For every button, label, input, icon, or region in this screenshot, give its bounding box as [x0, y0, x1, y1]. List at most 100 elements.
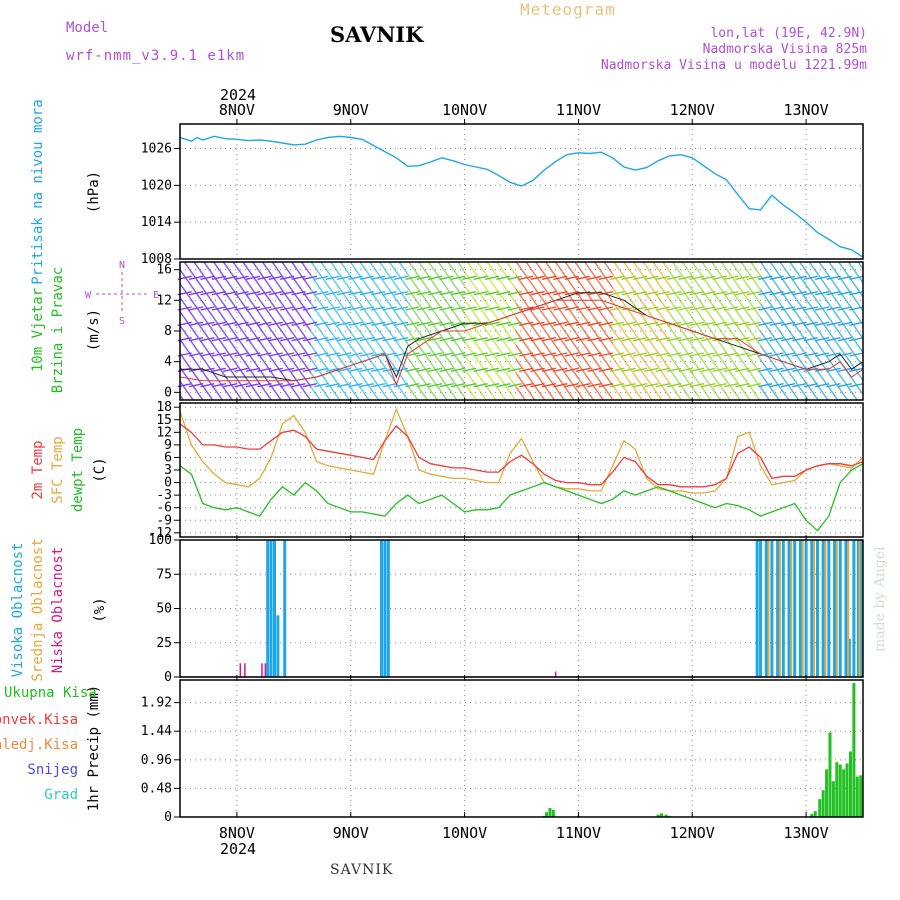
cloud-bar-high — [810, 540, 814, 677]
wind-barb — [450, 321, 466, 327]
wind-barb — [723, 352, 739, 357]
wind-barb — [530, 306, 545, 311]
wind-barb — [257, 306, 272, 311]
wind-barb — [291, 352, 306, 357]
wind-barb — [610, 321, 625, 327]
wind-barb — [701, 321, 716, 327]
wind-barb — [758, 306, 773, 311]
wind-barb — [735, 290, 750, 296]
wind-barb — [575, 382, 591, 388]
wind-barb — [712, 382, 727, 388]
wind-barb — [427, 336, 443, 342]
date-label-bottom: 12NOV — [670, 824, 715, 842]
wind-barb — [416, 306, 431, 311]
wind-barb — [211, 275, 226, 281]
wind-barb — [553, 321, 568, 327]
wind-barb — [735, 382, 750, 388]
cloud-bar-high — [269, 540, 273, 677]
station-title: SAVNIK — [330, 22, 424, 47]
wind-barb — [200, 306, 215, 311]
wind-barb — [780, 321, 796, 327]
wind-barb — [541, 382, 557, 388]
wind-barb — [837, 367, 853, 373]
precip-bar — [656, 814, 660, 817]
cloud-bar-high — [759, 540, 763, 677]
date-label-top: 12NOV — [670, 101, 715, 119]
wind-barb — [723, 306, 739, 311]
wind-barb — [473, 367, 488, 373]
wind-barb — [291, 367, 306, 373]
wind-barb — [632, 382, 648, 388]
precip-bar — [838, 764, 842, 817]
wind-barb — [450, 336, 466, 342]
precip-ytick-label: 1.44 — [141, 724, 172, 739]
wind-barb — [644, 367, 659, 373]
wind-barb — [746, 306, 762, 311]
wind-barb — [780, 275, 796, 281]
precip-bar — [551, 809, 555, 817]
model-name: wrf-nmm_v3.9.1 e1km — [66, 48, 246, 64]
cloud-bar-high — [781, 540, 785, 677]
precip-unit-label: 1hr Precip (mm) — [86, 685, 102, 811]
temperature-ytick-label: 9 — [164, 438, 172, 453]
wind-barb — [234, 290, 249, 296]
wind-ytick-label: 12 — [156, 293, 172, 308]
temperature-ytick-label: 15 — [156, 413, 172, 428]
wind-barb — [371, 382, 386, 388]
wind-barb — [667, 352, 682, 357]
wind-barb — [279, 352, 295, 357]
wind-barb — [815, 321, 830, 327]
wind-barb — [849, 306, 864, 311]
wind-barb — [712, 275, 727, 281]
wind-barb — [200, 336, 215, 342]
wind-barb — [279, 306, 295, 311]
wind-barb — [359, 352, 374, 357]
wind-barb — [496, 382, 511, 388]
wind-barb — [655, 367, 670, 373]
precip-legend-item: Konvek.Kisa — [0, 712, 78, 728]
wind-barb — [712, 367, 727, 373]
wind-barb — [587, 275, 602, 281]
wind-barb — [746, 336, 762, 342]
wind-barb — [314, 352, 329, 357]
wind-barb — [564, 336, 579, 342]
wind-barb — [234, 367, 249, 373]
wind-barb — [587, 336, 602, 342]
wind-barb — [780, 336, 796, 342]
wind-barb — [610, 382, 625, 388]
wind-barb — [257, 321, 272, 327]
wind-barb — [439, 275, 454, 281]
wind-barb — [450, 290, 466, 296]
wind-barb — [598, 382, 614, 388]
wind-barb — [371, 290, 386, 296]
wind-barb — [519, 352, 534, 357]
wind-barb — [587, 306, 602, 311]
temperature-ytick-label: -3 — [156, 488, 172, 503]
wind-barb — [348, 275, 363, 281]
wind-barb — [519, 306, 534, 311]
precip-legend-item: Grad — [44, 787, 78, 803]
wind-barb — [291, 336, 306, 342]
cloud-bar-high — [770, 540, 774, 677]
wind-barb — [211, 336, 226, 342]
wind-barb — [678, 382, 693, 388]
wind-barb — [325, 382, 340, 388]
wind-barb — [473, 290, 488, 296]
wind-barb — [849, 275, 864, 281]
cloud-bar-high — [798, 540, 802, 677]
wind-barb — [632, 352, 648, 357]
wind-barb — [815, 290, 830, 296]
wind-barb — [359, 321, 374, 327]
wind-barb — [484, 367, 500, 373]
wind-barb — [359, 290, 374, 296]
wind-barb — [655, 290, 670, 296]
wind-barb — [575, 367, 591, 373]
temperature-ytick-label: 0 — [164, 476, 172, 491]
wind-barb — [610, 367, 625, 373]
wind-barb — [416, 336, 431, 342]
wind-barb — [632, 367, 648, 373]
location-info: lon,lat (19E, 42.9N) — [710, 26, 867, 41]
wind-barb — [837, 290, 853, 296]
wind-barb — [211, 306, 226, 311]
